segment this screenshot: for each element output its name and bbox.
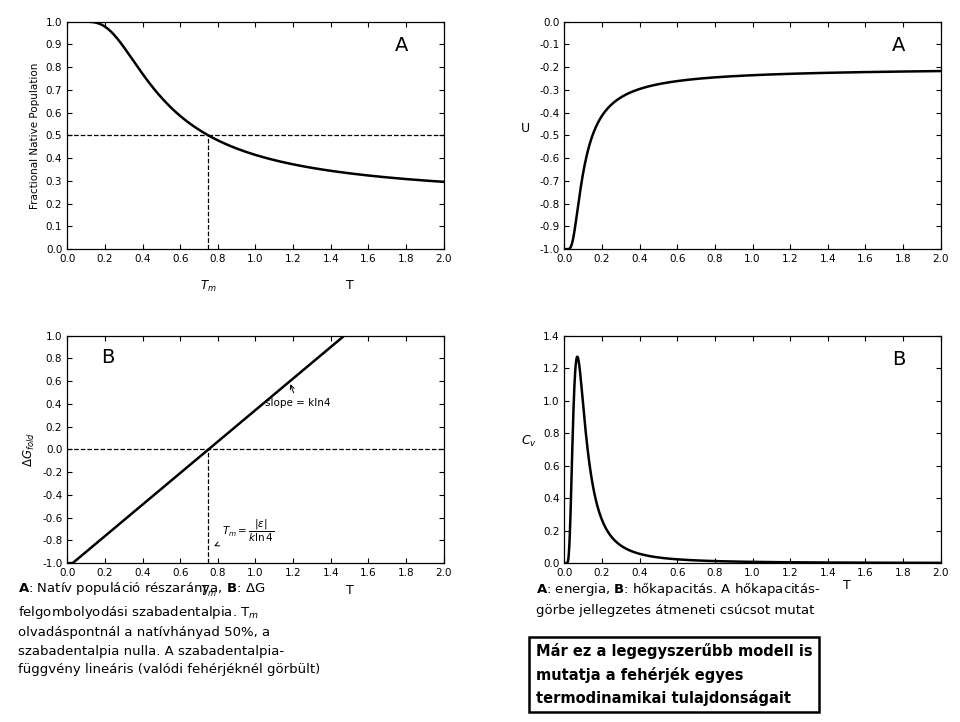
Y-axis label: $C_v$: $C_v$ (521, 435, 537, 449)
Text: T: T (346, 583, 353, 596)
Text: $T_m$: $T_m$ (200, 279, 217, 294)
Text: $\mathbf{A}$: energia, $\mathbf{B}$: hőkapacitás. A hőkapacitás-
görbe jellegzet: $\mathbf{A}$: energia, $\mathbf{B}$: hők… (536, 580, 820, 617)
Text: $\mathbf{A}$: Natív populáció részaránya, $\mathbf{B}$: $\Delta$G
felgombolyodás: $\mathbf{A}$: Natív populáció részaránya… (17, 580, 320, 677)
Text: B: B (101, 348, 114, 367)
Y-axis label: $\Delta G_{fold}$: $\Delta G_{fold}$ (21, 432, 36, 466)
Text: slope = kln4: slope = kln4 (265, 386, 330, 408)
Text: A: A (395, 36, 408, 56)
Text: A: A (892, 36, 905, 56)
Text: T: T (346, 279, 353, 292)
Text: Már ez a legegyszerűbb modell is
mutatja a fehérjék egyes
termodinamikai tulajdo: Már ez a legegyszerűbb modell is mutatja… (536, 643, 812, 705)
Text: B: B (892, 350, 905, 369)
Text: $T_m$: $T_m$ (200, 583, 217, 599)
Y-axis label: U: U (520, 123, 530, 136)
Text: T: T (843, 580, 851, 593)
Text: $T_m = \dfrac{|\varepsilon|}{k\ln 4}$: $T_m = \dfrac{|\varepsilon|}{k\ln 4}$ (215, 518, 274, 546)
Y-axis label: Fractional Native Population: Fractional Native Population (31, 62, 40, 209)
